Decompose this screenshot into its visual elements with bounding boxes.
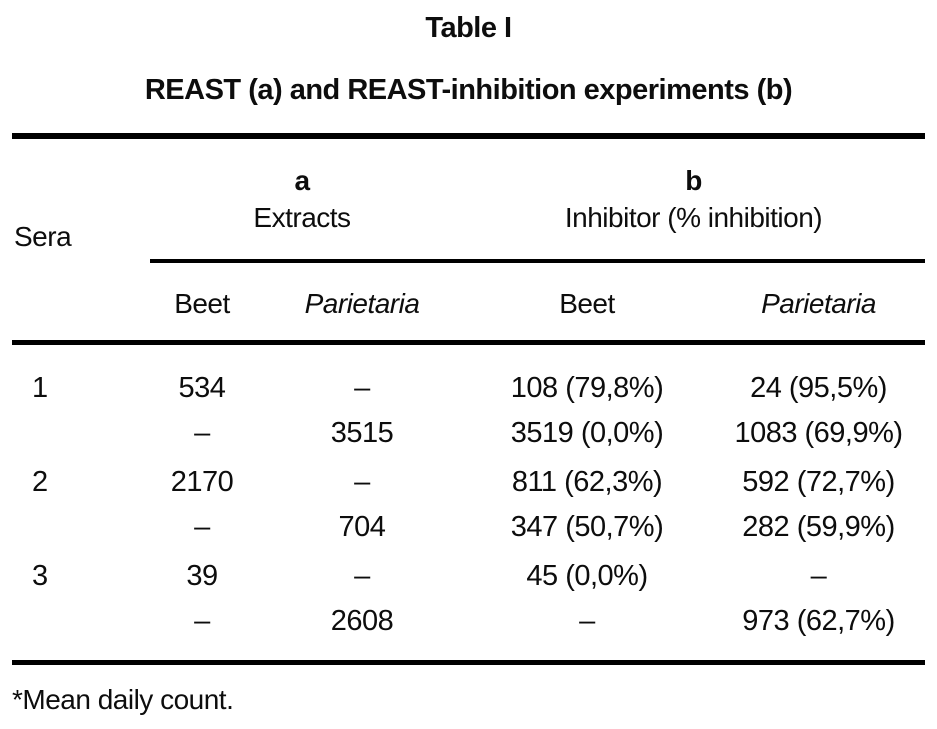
group-label-extracts: Extracts [253,202,351,233]
cell-value: 1083 (69,9%) [734,417,903,449]
cell-value: 811 (62,3%) [511,466,663,498]
cell-value: 2170 [170,466,234,498]
column-header-parietaria-a: Parietaria [304,288,420,319]
horizontal-rule-bottom [12,660,925,665]
row-header-sera: Sera [14,221,72,252]
group-label-inhibitor: Inhibitor (% inhibition) [564,202,823,233]
cell-value: 45 (0,0%) [526,560,648,592]
cell-sera [12,411,142,456]
cell-value: 3519 (0,0%) [510,417,664,449]
cell-value: 973 (62,7%) [742,605,895,637]
column-header-parietaria-b: Parietaria [761,288,876,319]
cell-value: – [810,560,827,592]
cell-value: 592 (72,7%) [742,466,895,498]
cell-value: 108 (79,8%) [510,372,664,404]
table-row: – 704 347 (50,7%) 282 (59,9%) [12,505,925,550]
cell-value: – [354,560,370,592]
table-footnote: *Mean daily count. [12,684,234,715]
column-header-row: Beet Parietaria Beet Parietaria [12,284,925,324]
cell-value: 39 [186,560,218,592]
cell-value: – [194,511,210,543]
cell-value: 3515 [330,417,394,449]
cell-value: – [354,372,370,404]
horizontal-rule-header [12,340,925,345]
group-header-b: b Inhibitor (% inhibition) [462,162,925,236]
group-key-b: b [685,165,702,196]
table-title: Table I [425,12,512,44]
cell-value: – [194,417,210,449]
horizontal-rule-top [12,133,925,139]
cell-value: 24 (95,5%) [750,372,887,404]
cell-value: 2608 [330,605,394,637]
cell-sera: 2 [32,466,48,498]
cell-value: – [194,605,210,637]
group-header-a: a Extracts [142,162,462,236]
cell-sera: 1 [32,372,48,404]
cell-value: 704 [338,511,386,543]
table-row: – 3515 3519 (0,0%) 1083 (69,9%) [12,411,925,456]
horizontal-rule-group-span [150,259,925,263]
cell-value: – [579,605,595,637]
table-row: 3 39 – 45 (0,0%) – [12,554,925,599]
cell-value: 282 (59,9%) [742,511,895,543]
table-subtitle: REAST (a) and REAST-inhibition experimen… [144,74,793,106]
cell-sera [12,599,142,644]
cell-sera [12,505,142,550]
column-header-beet-a: Beet [174,288,230,319]
group-key-a: a [294,165,310,196]
cell-sera: 3 [32,560,48,592]
table-row: – 2608 – 973 (62,7%) [12,599,925,644]
table-row: 2 2170 – 811 (62,3%) 592 (72,7%) [12,460,925,505]
cell-value: – [354,466,370,498]
table-body: 1 534 – 108 (79,8%) 24 (95,5%) – 3515 35… [12,366,925,644]
column-header-spacer [12,284,142,324]
cell-value: 534 [178,372,226,404]
table-row: 1 534 – 108 (79,8%) 24 (95,5%) [12,366,925,411]
cell-value: 347 (50,7%) [510,511,664,543]
column-header-beet-b: Beet [559,288,615,319]
